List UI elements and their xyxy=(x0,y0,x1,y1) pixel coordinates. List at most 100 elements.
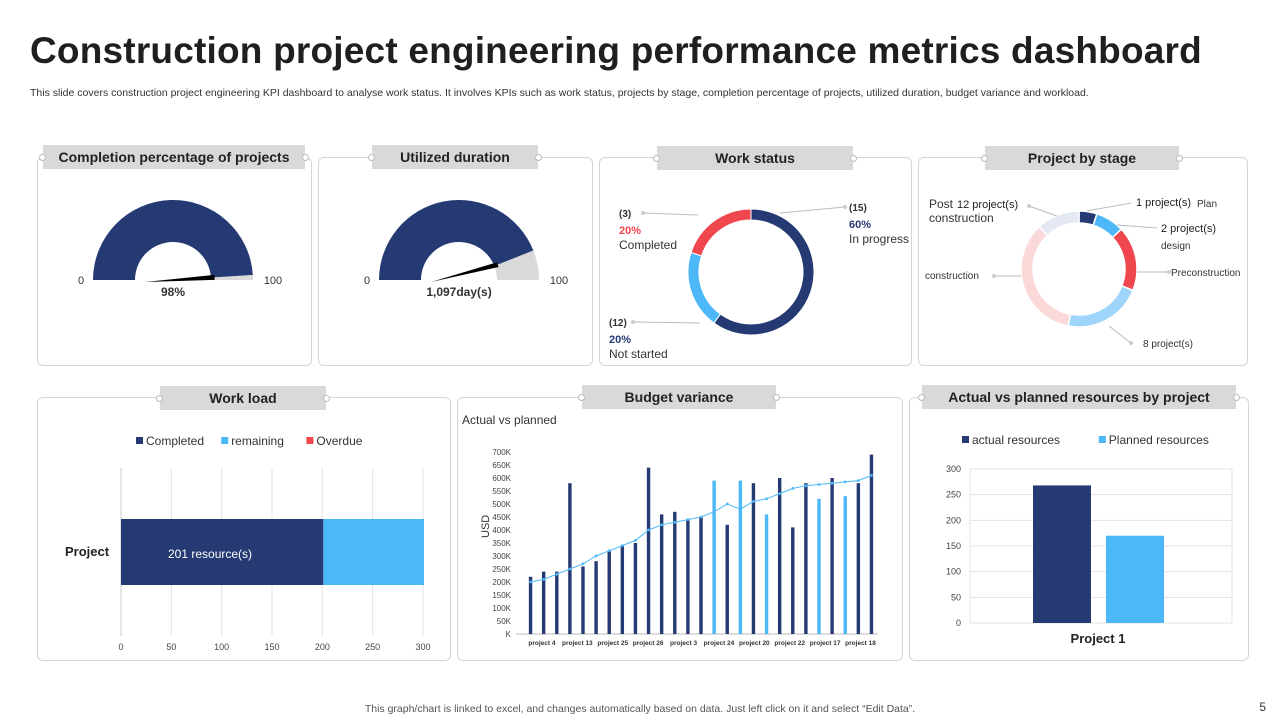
resources-legend-swatch xyxy=(1098,436,1106,443)
work-status-name: In progress xyxy=(849,232,909,246)
resources-bar xyxy=(1033,485,1091,623)
budget-trend-point xyxy=(738,507,742,511)
stage-design-count: 2 project(s) xyxy=(1161,223,1216,235)
budget-ytick: 550K xyxy=(492,487,511,496)
completion-gauge: 0 100 98% xyxy=(78,200,282,299)
stage-leader-dot xyxy=(992,274,996,278)
stage-leader-dot xyxy=(1129,341,1133,345)
budget-bar xyxy=(843,496,847,634)
budget-xtick: project 3 xyxy=(670,640,697,647)
budget-ytick: 350K xyxy=(492,539,511,548)
page-number: 5 xyxy=(1259,700,1266,714)
budget-bar xyxy=(764,514,769,634)
budget-card-title: Budget variance xyxy=(578,385,780,409)
resources-card: actual resources Planned resources 0 50 100 1… xyxy=(909,397,1249,661)
budget-bar xyxy=(725,524,729,634)
utilized-card: 0 100 1,097day(s) xyxy=(318,157,593,366)
work-status-card: (15) 60% In progress (12) 20% Not started (3) 2… xyxy=(599,157,912,366)
budget-trend-point xyxy=(765,497,768,501)
work-status-count: (12) xyxy=(609,318,627,329)
budget-xtick: project 26 xyxy=(633,640,664,647)
budget-ytick: 100K xyxy=(492,604,511,613)
resources-ytick: 100 xyxy=(946,567,961,577)
workload-chart: Completed remaining Overdue 0 50 100 150 200 250… xyxy=(65,434,431,652)
work-status-count: (15) xyxy=(849,203,867,214)
gauge-remaining xyxy=(210,274,253,280)
budget-trend-point xyxy=(555,572,559,576)
budget-bar xyxy=(751,483,756,634)
workload-card-title: Work load xyxy=(156,386,330,410)
budget-trend-point xyxy=(581,562,585,566)
gauge-needle xyxy=(145,274,215,282)
budget-trend-point xyxy=(620,544,624,547)
resources-ytick: 0 xyxy=(956,618,961,628)
budget-bar xyxy=(568,483,572,634)
stage-construction-count: 8 project(s) xyxy=(1143,339,1193,350)
budget-ytick: K xyxy=(506,630,512,639)
utilized-gauge: 0 100 1,097day(s) xyxy=(364,199,568,299)
workload-xtick: 250 xyxy=(365,642,380,652)
budget-trend-point xyxy=(607,549,611,553)
budget-ytick: 400K xyxy=(492,526,511,535)
gauge-fill xyxy=(93,200,253,280)
budget-xtick: project 13 xyxy=(562,640,593,647)
budget-trend-point xyxy=(856,479,860,482)
budget-bar xyxy=(541,571,546,634)
budget-xtick: project 20 xyxy=(739,640,770,647)
gauge-min-label: 0 xyxy=(364,275,370,287)
resources-legend-swatch xyxy=(962,436,969,443)
budget-bar xyxy=(869,454,874,634)
budget-trend-point xyxy=(699,515,703,519)
workload-bar-label: 201 resource(s) xyxy=(168,547,252,561)
stage-slice xyxy=(1020,225,1072,327)
budget-bar xyxy=(830,478,834,634)
budget-trend-point xyxy=(529,580,532,584)
budget-trend-point xyxy=(725,502,729,506)
stage-slice xyxy=(1067,284,1134,328)
budget-xtick: project 22 xyxy=(774,640,805,647)
stage-donut: 1 project(s) Plan 2 project(s) design Precon… xyxy=(925,197,1240,350)
resources-legend-label: Planned resources xyxy=(1109,433,1209,447)
stage-post-count: 12 project(s) xyxy=(957,199,1018,211)
gauge-max-label: 100 xyxy=(550,275,568,287)
budget-bar xyxy=(804,483,808,634)
budget-bar xyxy=(620,545,625,634)
workload-legend-label: Completed xyxy=(146,434,204,448)
work-status-leader xyxy=(642,212,699,216)
resources-ytick: 300 xyxy=(946,464,961,474)
budget-bar xyxy=(555,571,559,634)
gauge-value-label: 1,097day(s) xyxy=(426,285,491,299)
budget-bar xyxy=(699,517,703,634)
workload-xtick: 200 xyxy=(315,642,330,652)
gauge-max-label: 100 xyxy=(264,275,282,287)
budget-bar xyxy=(712,480,716,634)
stage-leader xyxy=(1108,325,1132,344)
work-status-pct: 20% xyxy=(619,225,641,237)
budget-xtick: project 18 xyxy=(845,640,876,647)
budget-bar xyxy=(791,527,795,634)
budget-bar xyxy=(673,511,677,634)
budget-ytick: 450K xyxy=(492,513,511,522)
workload-category-label: Project xyxy=(65,544,110,559)
resources-legend-label: actual resources xyxy=(972,433,1060,447)
gauge-needle xyxy=(431,262,499,282)
budget-trend-point xyxy=(568,567,572,571)
budget-ytick: 700K xyxy=(492,448,511,457)
budget-ytick: 150K xyxy=(492,591,511,600)
budget-trend-point xyxy=(594,554,598,558)
budget-bar xyxy=(607,550,611,634)
resources-ytick: 50 xyxy=(951,592,961,602)
workload-xtick: 0 xyxy=(118,642,123,652)
budget-bar xyxy=(817,498,821,634)
page-subtitle: This slide covers construction project e… xyxy=(30,87,1089,99)
stage-leader xyxy=(1116,224,1158,229)
budget-xtick: project 24 xyxy=(704,640,735,647)
workload-xtick: 50 xyxy=(166,642,176,652)
budget-trend-point xyxy=(804,484,808,488)
budget-xtick: project 17 xyxy=(810,640,841,647)
budget-trend-point xyxy=(647,528,650,532)
gauge-remaining xyxy=(494,250,539,280)
work-status-pct: 20% xyxy=(609,334,631,346)
budget-trend-point xyxy=(673,520,677,524)
stage-plan-name: Plan xyxy=(1197,199,1217,210)
